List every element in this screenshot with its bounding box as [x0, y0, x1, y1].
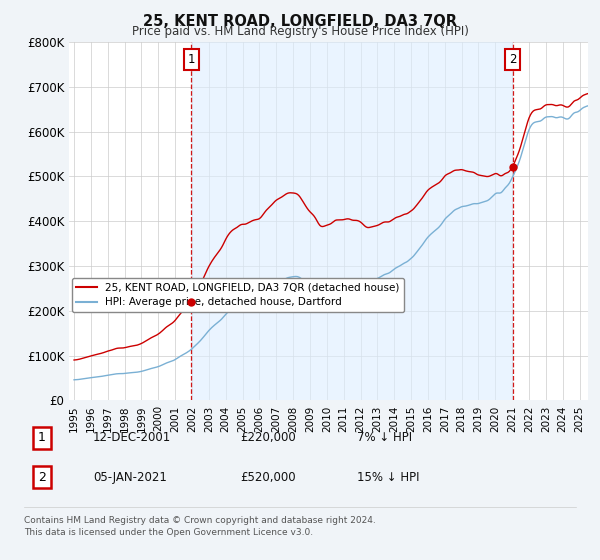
Text: 12-DEC-2001: 12-DEC-2001 [93, 431, 171, 445]
Text: Contains HM Land Registry data © Crown copyright and database right 2024.
This d: Contains HM Land Registry data © Crown c… [24, 516, 376, 537]
Text: £220,000: £220,000 [240, 431, 296, 445]
Legend: 25, KENT ROAD, LONGFIELD, DA3 7QR (detached house), HPI: Average price, detached: 25, KENT ROAD, LONGFIELD, DA3 7QR (detac… [72, 278, 404, 311]
Bar [191, 42, 513, 400]
Text: £520,000: £520,000 [240, 470, 296, 484]
Text: 7% ↓ HPI: 7% ↓ HPI [357, 431, 412, 445]
Text: Price paid vs. HM Land Registry's House Price Index (HPI): Price paid vs. HM Land Registry's House … [131, 25, 469, 38]
Text: 1: 1 [38, 431, 46, 445]
Text: 15% ↓ HPI: 15% ↓ HPI [357, 470, 419, 484]
Text: 2: 2 [509, 53, 517, 66]
Text: 05-JAN-2021: 05-JAN-2021 [93, 470, 167, 484]
Text: 25, KENT ROAD, LONGFIELD, DA3 7QR: 25, KENT ROAD, LONGFIELD, DA3 7QR [143, 14, 457, 29]
Text: 1: 1 [187, 53, 195, 66]
Text: 2: 2 [38, 470, 46, 484]
